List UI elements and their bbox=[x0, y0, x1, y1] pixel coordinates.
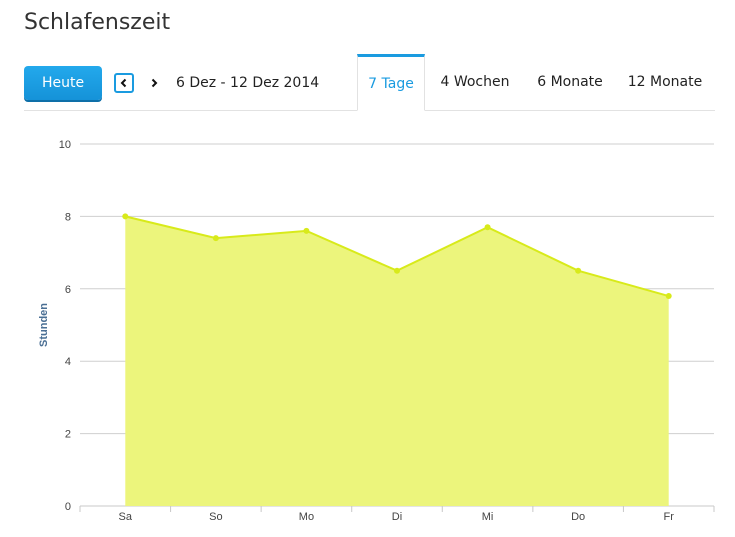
data-point bbox=[212, 235, 219, 242]
data-point bbox=[394, 267, 400, 274]
y-tick-label: 6 bbox=[65, 284, 71, 296]
y-tick-label: 8 bbox=[65, 211, 71, 223]
y-tick-label: 10 bbox=[59, 139, 71, 151]
toolbar: Heute 6 Dez - 12 Dez 2014 7 Tage 4 Woche… bbox=[24, 54, 715, 111]
x-tick-label: Mi bbox=[482, 511, 494, 523]
data-point bbox=[575, 267, 582, 274]
y-axis-label: Stunden bbox=[38, 303, 50, 347]
y-tick-label: 0 bbox=[65, 501, 71, 513]
previous-period-button[interactable] bbox=[114, 73, 134, 93]
tab-7-tage[interactable]: 7 Tage bbox=[357, 54, 425, 111]
date-range-label: 6 Dez - 12 Dez 2014 bbox=[176, 75, 320, 91]
x-tick-label: Sa bbox=[119, 511, 133, 523]
series-area bbox=[125, 216, 669, 506]
x-tick-label: So bbox=[209, 511, 222, 523]
today-button[interactable]: Heute bbox=[24, 66, 102, 100]
x-tick-label: Fr bbox=[664, 511, 675, 523]
period-tabs: 7 Tage 4 Wochen 6 Monate 12 Monate bbox=[357, 54, 715, 111]
y-tick-label: 4 bbox=[65, 356, 71, 368]
data-point bbox=[122, 213, 129, 220]
tab-6-monate[interactable]: 6 Monate bbox=[537, 74, 603, 90]
x-tick-label: Di bbox=[392, 511, 402, 523]
y-tick-label: 2 bbox=[65, 429, 71, 441]
next-period-button[interactable] bbox=[144, 73, 164, 93]
data-point bbox=[665, 293, 672, 300]
chevron-right-icon bbox=[151, 78, 158, 88]
data-point bbox=[303, 227, 310, 234]
tab-12-monate[interactable]: 12 Monate bbox=[627, 74, 703, 90]
x-tick-label: Do bbox=[571, 511, 585, 523]
tab-4-wochen[interactable]: 4 Wochen bbox=[440, 74, 510, 90]
page-title: Schlafenszeit bbox=[24, 10, 171, 35]
x-tick-label: Mo bbox=[299, 511, 314, 523]
chevron-left-icon bbox=[120, 78, 127, 88]
data-point bbox=[484, 224, 491, 231]
